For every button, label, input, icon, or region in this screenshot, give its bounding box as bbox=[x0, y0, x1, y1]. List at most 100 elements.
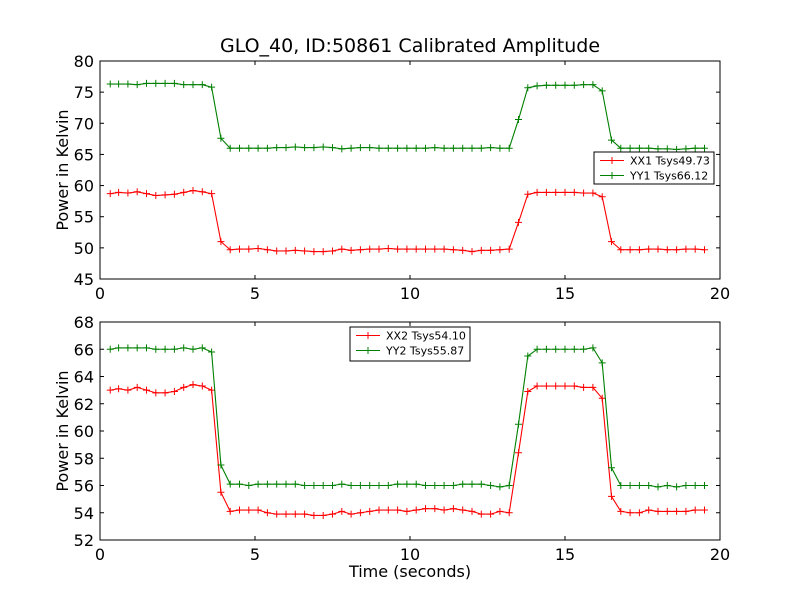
data-point bbox=[245, 144, 253, 152]
data-point bbox=[347, 144, 355, 152]
data-point bbox=[561, 81, 569, 89]
data-point bbox=[115, 80, 123, 88]
data-point bbox=[691, 506, 699, 514]
data-point bbox=[598, 359, 606, 367]
data-point bbox=[682, 507, 690, 515]
data-point bbox=[291, 143, 299, 151]
data-point bbox=[291, 510, 299, 518]
y-tick-label: 50 bbox=[74, 239, 94, 258]
data-point bbox=[217, 488, 225, 496]
data-point bbox=[645, 144, 653, 152]
data-point bbox=[198, 382, 206, 390]
data-point bbox=[598, 193, 606, 201]
data-point bbox=[626, 144, 634, 152]
data-point bbox=[570, 382, 578, 390]
data-point bbox=[654, 483, 662, 491]
data-point bbox=[384, 244, 392, 252]
data-point bbox=[431, 505, 439, 513]
data-point bbox=[236, 144, 243, 152]
data-point bbox=[459, 480, 467, 488]
data-point bbox=[701, 482, 708, 489]
y-axis-label: Power in Kelvin bbox=[53, 370, 72, 491]
data-point bbox=[570, 81, 578, 89]
data-point bbox=[617, 144, 625, 152]
data-point bbox=[459, 246, 467, 254]
data-point bbox=[115, 385, 123, 393]
data-point bbox=[589, 344, 597, 352]
data-point bbox=[394, 144, 402, 152]
data-point bbox=[515, 420, 522, 428]
data-point bbox=[170, 387, 178, 395]
data-point bbox=[356, 246, 364, 254]
data-point bbox=[635, 144, 643, 152]
x-tick-label: 20 bbox=[710, 545, 730, 564]
data-point bbox=[310, 482, 318, 489]
data-point bbox=[515, 449, 522, 457]
data-point bbox=[682, 245, 690, 253]
y-tick-label: 62 bbox=[74, 395, 94, 414]
data-point bbox=[198, 344, 206, 352]
data-point bbox=[226, 507, 234, 515]
y-axis-label: Power in Kelvin bbox=[53, 109, 72, 230]
data-point bbox=[375, 506, 383, 514]
data-point bbox=[208, 386, 216, 394]
data-point bbox=[412, 506, 420, 514]
series-line bbox=[110, 347, 705, 488]
data-point bbox=[161, 345, 169, 353]
data-point bbox=[422, 144, 429, 152]
data-point bbox=[496, 483, 504, 491]
data-point bbox=[533, 345, 541, 353]
data-point bbox=[143, 190, 150, 198]
data-point bbox=[515, 218, 522, 226]
data-point bbox=[608, 238, 615, 246]
legend-label: XX2 Tsys54.10 bbox=[386, 330, 466, 343]
x-tick-label: 0 bbox=[95, 284, 105, 303]
data-point bbox=[598, 394, 606, 402]
data-point bbox=[366, 245, 374, 253]
data-point bbox=[301, 510, 309, 518]
data-point bbox=[217, 461, 225, 469]
data-point bbox=[533, 82, 541, 90]
data-point bbox=[329, 510, 336, 518]
data-point bbox=[403, 245, 411, 253]
data-point bbox=[552, 382, 560, 390]
data-point bbox=[701, 506, 708, 514]
data-point bbox=[468, 144, 476, 152]
x-tick-label: 0 bbox=[95, 545, 105, 564]
legend-label: YY2 Tsys55.87 bbox=[385, 345, 464, 358]
data-point bbox=[106, 386, 114, 394]
data-point bbox=[254, 480, 262, 488]
data-point bbox=[663, 482, 671, 489]
data-point bbox=[682, 482, 690, 489]
data-point bbox=[626, 482, 634, 489]
data-point bbox=[524, 387, 532, 395]
data-point bbox=[589, 189, 597, 197]
series-line bbox=[110, 189, 705, 253]
data-point bbox=[329, 247, 336, 255]
data-point bbox=[189, 81, 197, 89]
y-tick-label: 45 bbox=[74, 270, 94, 289]
data-point bbox=[496, 246, 504, 254]
data-point bbox=[273, 510, 281, 518]
data-point bbox=[161, 389, 169, 397]
data-point bbox=[440, 506, 448, 514]
data-point bbox=[673, 507, 681, 515]
data-point bbox=[487, 482, 495, 489]
data-point bbox=[412, 480, 420, 488]
data-point bbox=[663, 145, 671, 153]
data-point bbox=[505, 509, 513, 517]
legend-marker bbox=[608, 172, 616, 179]
data-point bbox=[170, 345, 178, 353]
series-line bbox=[110, 384, 705, 517]
data-point bbox=[254, 144, 262, 152]
data-point bbox=[663, 507, 671, 515]
data-point bbox=[449, 482, 457, 489]
data-point bbox=[170, 79, 178, 87]
data-point bbox=[263, 246, 271, 254]
data-point bbox=[515, 116, 522, 124]
data-point bbox=[115, 344, 123, 352]
data-point bbox=[645, 506, 653, 514]
data-point bbox=[552, 345, 560, 353]
data-point bbox=[106, 80, 114, 88]
x-tick-label: 15 bbox=[555, 545, 575, 564]
